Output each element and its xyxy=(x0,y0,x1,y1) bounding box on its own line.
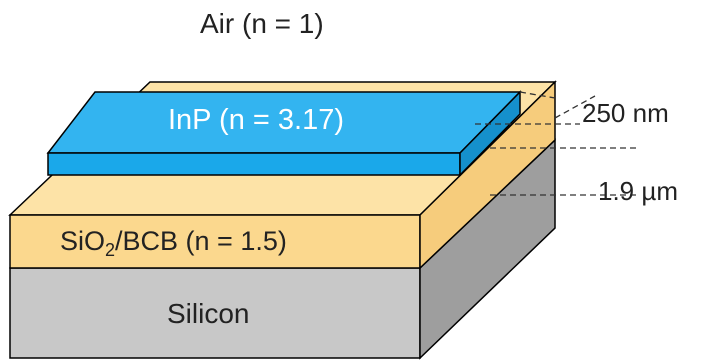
oxide-label-rest: /BCB (n = 1.5) xyxy=(115,226,287,256)
air-label: Air (n = 1) xyxy=(200,8,324,39)
dim-line-inp-top xyxy=(519,91,556,99)
inp-thickness-label: 250 nm xyxy=(582,98,669,128)
dim-line-inp-top-ext xyxy=(554,95,596,119)
inp-side-face xyxy=(459,90,521,177)
oxide-layer-label: SiO2/BCB (n = 1.5) xyxy=(60,226,287,260)
inp-layer-label: InP (n = 3.17) xyxy=(168,104,344,136)
oxide-label-main: SiO xyxy=(60,226,106,256)
oxide-side-face xyxy=(419,80,556,270)
silicon-layer-label: Silicon xyxy=(167,298,250,329)
oxide-label-subscript: 2 xyxy=(105,240,116,260)
inp-front-face xyxy=(47,152,461,176)
oxide-thickness-label: 1.9 µm xyxy=(598,176,679,206)
